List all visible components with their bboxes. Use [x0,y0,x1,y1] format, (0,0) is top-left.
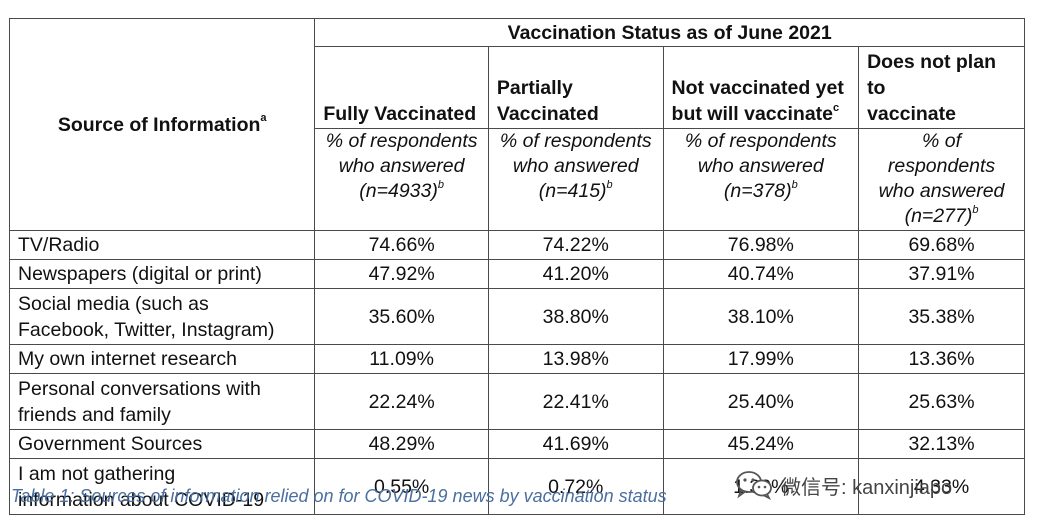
table-cell: 11.09% [314,344,489,374]
column-subheader: % of respondents who answered (n=415)b [487,128,664,231]
table-row: I am not gathering information about COVI… [8,458,1025,515]
table-cell: 76.98% [662,230,860,260]
table-cell: 38.80% [487,288,664,345]
column-subheader: % of respondents who answered (n=4933)b [314,128,489,231]
table-cell: 35.38% [858,288,1025,345]
row-label: My own internet research [8,344,316,374]
table-row: My own internet research 11.09% 13.98% 1… [8,344,1025,374]
watermark: 微信号: kanxinjiapo [735,470,952,500]
table-cell: 4.33% [858,458,1025,515]
source-header: Source of Informationa [8,18,316,231]
table-cell: 48.29% [314,429,489,459]
table-row: Government Sources 48.29% 41.69% 45.24% … [8,429,1025,459]
row-label: TV/Radio [8,230,316,260]
wechat-icon [736,471,772,500]
table-cell: 69.68% [858,230,1025,260]
watermark-text: 微信号: kanxinjiapo [781,476,953,499]
table-row: Personal conversations with friends and f… [8,373,1025,430]
table-row: Newspapers (digital or print) 47.92% 41.… [8,259,1025,289]
table-cell: 47.92% [314,259,489,289]
row-label: Newspapers (digital or print) [8,259,316,289]
row-label: Social media (such as Facebook, Twitter, … [8,288,316,345]
table-caption: Table 1: Sources of information relied o… [11,486,667,506]
row-label: Personal conversations with friends and f… [8,373,316,430]
column-header-fully-vaccinated: Fully Vaccinated [314,46,489,129]
table-row: Social media (such as Facebook, Twitter, … [8,288,1025,345]
table-cell: 32.13% [858,429,1025,459]
column-header-will-vaccinate: Not vaccinated yet but will vaccinatec [662,46,860,129]
table-cell: 38.10% [662,288,860,345]
table-cell: 41.69% [487,429,664,459]
table-cell: 40.74% [662,259,860,289]
table-cell: 0.55% [314,458,489,515]
vaccination-sources-table: Source of Informationa Vaccination Statu… [8,18,1025,515]
row-label: Government Sources [8,429,316,459]
table-cell: 35.60% [314,288,489,345]
column-subheader: % of respondents who answered (n=378)b [662,128,860,231]
table-cell: 13.98% [487,344,664,374]
column-header-partially-vaccinated: Partially Vaccinated [487,46,664,129]
column-header-no-plan: Does not plan to vaccinate [858,46,1025,129]
table-cell: 1.32% [662,458,860,515]
table-row: TV/Radio 74.66% 74.22% 76.98% 69.68% [8,230,1025,260]
table-cell: 25.40% [662,373,860,430]
row-label: I am not gathering information about COVI… [8,458,316,515]
table-cell: 17.99% [662,344,860,374]
table-cell: 74.22% [487,230,664,260]
table-cell: 45.24% [662,429,860,459]
group-header: Vaccination Status as of June 2021 [314,18,1025,47]
table-cell: 41.20% [487,259,664,289]
table-cell: 22.24% [314,373,489,430]
table-cell: 74.66% [314,230,489,260]
table-cell: 37.91% [858,259,1025,289]
table-cell: 0.72% [487,458,664,515]
table-cell: 22.41% [487,373,664,430]
table-cell: 13.36% [858,344,1025,374]
table-cell: 25.63% [858,373,1025,430]
column-subheader: % of respondents who answered (n=277)b [858,128,1025,231]
